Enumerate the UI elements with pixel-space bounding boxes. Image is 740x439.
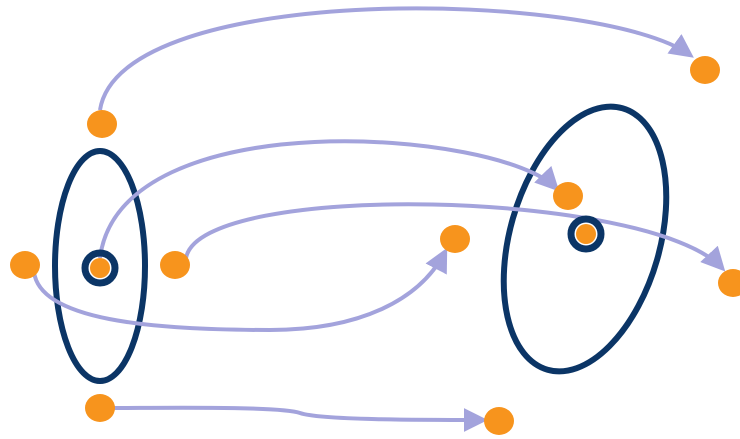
left-set-ellipse [52, 148, 148, 384]
node-right-center [576, 224, 596, 244]
node-left-inner-right [160, 251, 190, 279]
arrow-left-loop [32, 247, 448, 333]
node-bottom-right [484, 407, 514, 435]
arrow-center-left-to-right-upper [98, 139, 560, 259]
right-set-ellipse [500, 103, 670, 375]
left-marked-point-ring [81, 249, 119, 287]
arrow-middle-long [184, 202, 726, 272]
node-bottom-left [85, 394, 115, 422]
node-left-outer [10, 251, 40, 279]
node-middle [440, 225, 470, 253]
node-far-right [718, 269, 740, 297]
node-right-upper [553, 182, 583, 210]
node-left-center [90, 258, 110, 278]
arrow-bottom [111, 405, 488, 432]
node-top-left [87, 110, 117, 138]
node-top-right [690, 56, 720, 84]
arrow-top [98, 6, 694, 111]
right-marked-point-ring [567, 215, 605, 253]
